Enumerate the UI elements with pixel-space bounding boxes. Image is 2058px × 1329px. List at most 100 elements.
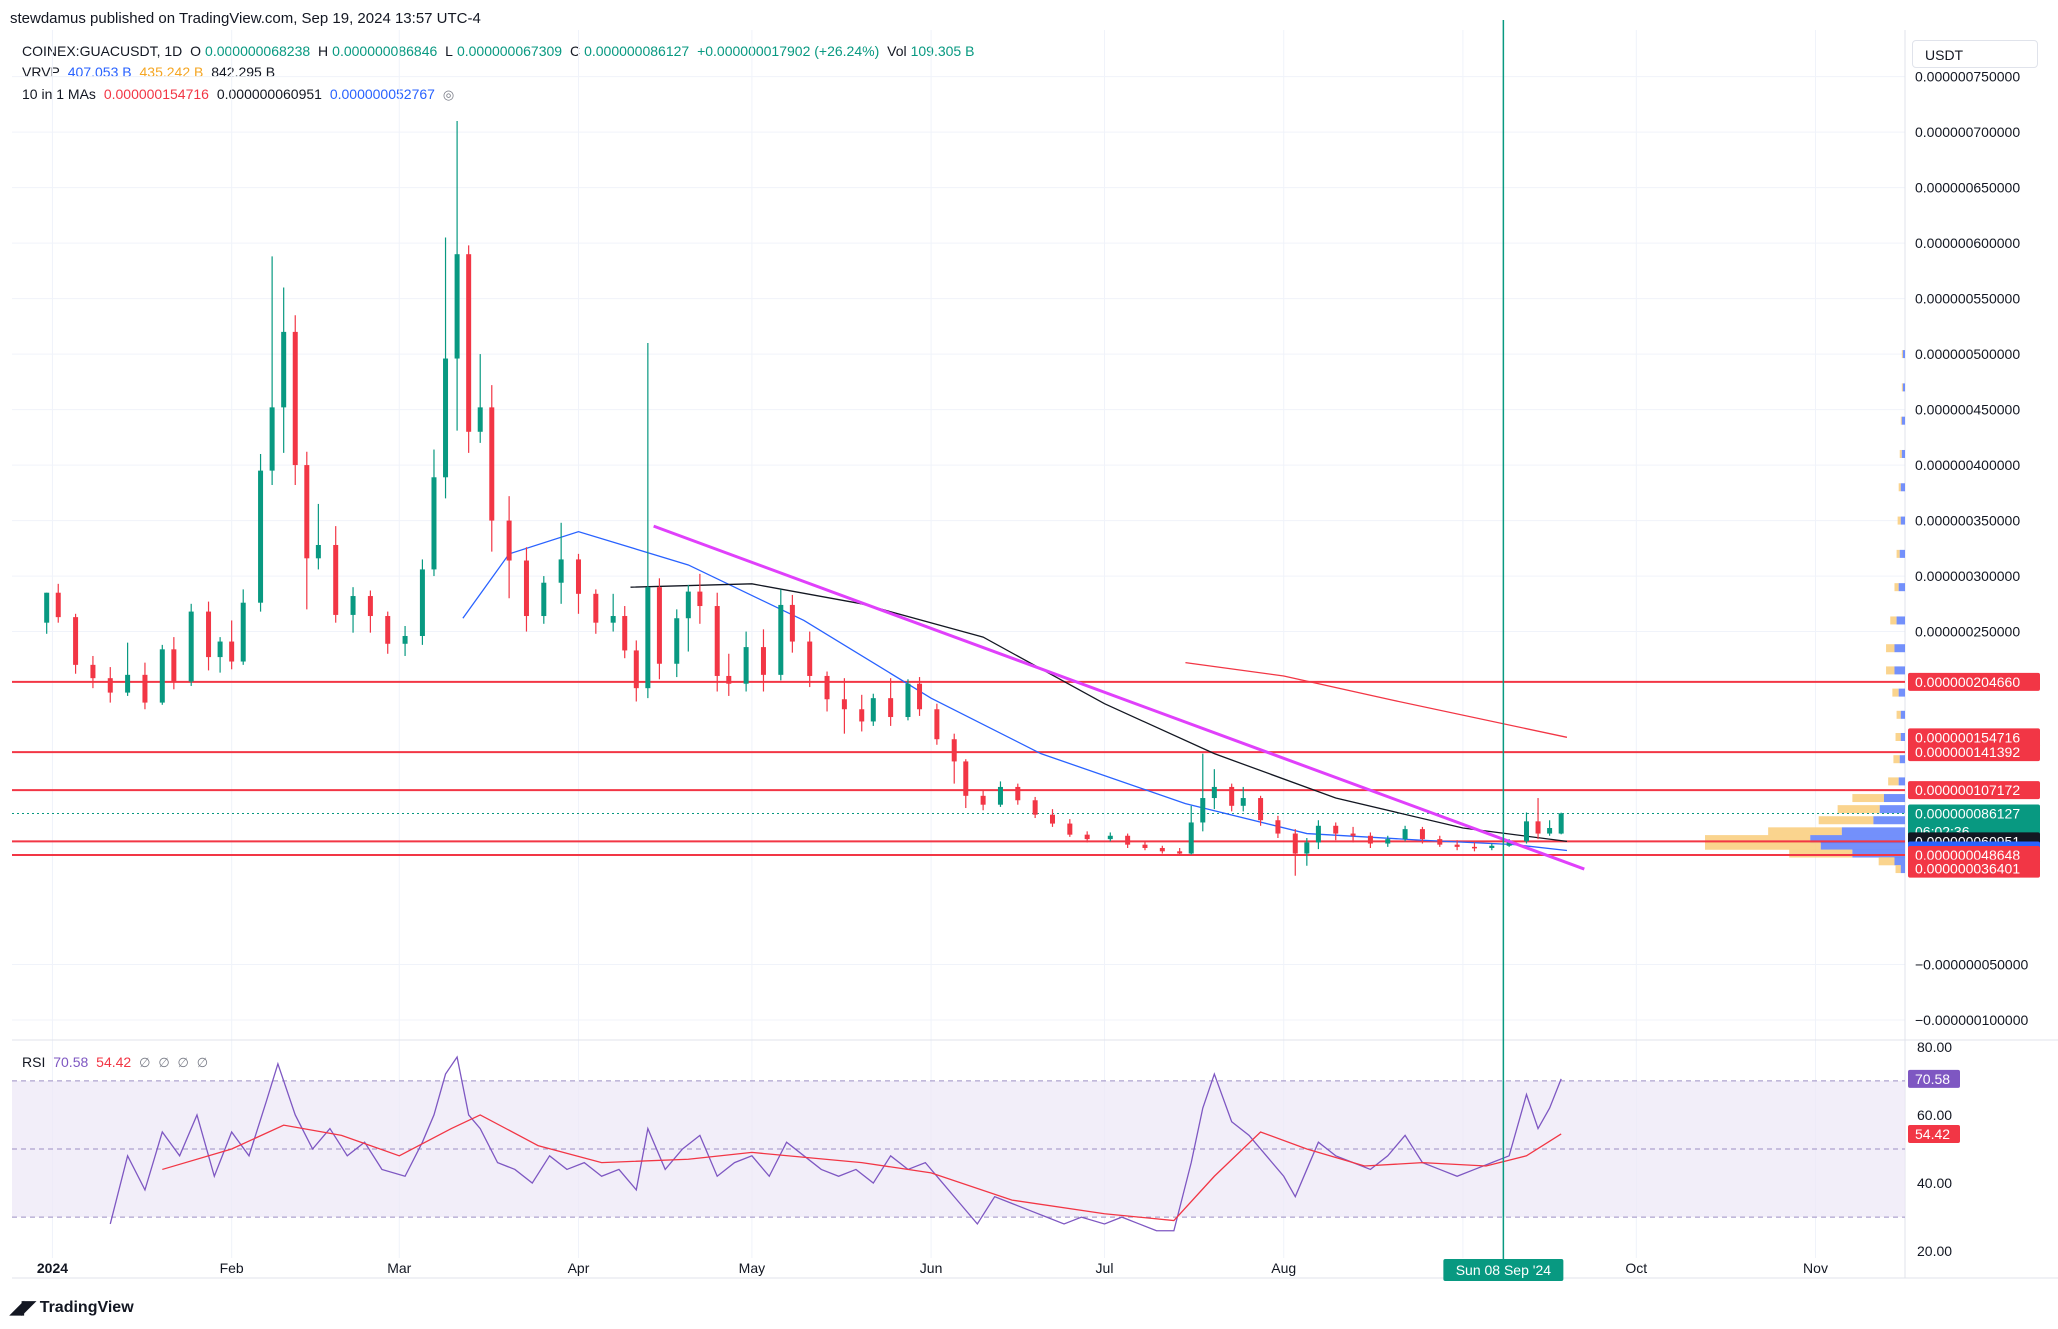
candle-body	[1535, 821, 1541, 834]
candle-body	[258, 470, 264, 603]
volume-profile-bar-down	[1789, 849, 1853, 858]
volume-profile-bar-down	[1886, 644, 1895, 653]
time-tick-label: Nov	[1803, 1260, 1828, 1276]
candle-body	[610, 616, 616, 623]
symbol-legend: COINEX:GUACUSDT, 1D O 0.000000068238 H 0.0…	[22, 43, 978, 59]
candle-body	[824, 675, 830, 700]
price-tag	[1908, 728, 2040, 747]
volume-profile-bar-down	[1888, 777, 1899, 786]
open-label: O	[190, 43, 202, 59]
candle-body	[304, 465, 310, 559]
candle-body	[1177, 851, 1183, 854]
price-tag	[1908, 743, 2040, 762]
candle-body	[367, 596, 373, 617]
volume-profile-bar-down	[1837, 805, 1880, 814]
volume-label: Vol	[887, 43, 907, 59]
volume-profile-bar-up	[1902, 383, 1905, 392]
volume-profile-bar-down	[1895, 865, 1901, 874]
candle-body	[477, 407, 483, 432]
volume-profile-bar-down	[1705, 841, 1821, 850]
candle-body	[645, 587, 651, 689]
volume-profile-bar-up	[1894, 644, 1905, 653]
vrvp-legend[interactable]: VRVP 407.053 B 435.242 B 842.295 B	[22, 64, 279, 80]
candle-body	[951, 739, 957, 762]
cursor-date-tag	[1443, 1259, 1564, 1281]
candle-body	[674, 618, 680, 664]
cursor-date-label: Sun 08 Sep '24	[1456, 1262, 1552, 1278]
candle-body	[656, 587, 662, 664]
candle-body	[934, 709, 940, 740]
candle-body	[1258, 798, 1264, 821]
price-tag-label: 0.000000141392	[1915, 744, 2020, 760]
volume-profile-bar-up	[1900, 733, 1905, 741]
price-tick-label: 0.000000300000	[1915, 568, 2020, 584]
price-tick-label: 0.000000350000	[1915, 513, 2020, 529]
candle-body	[1333, 825, 1339, 834]
candle-body	[1240, 798, 1246, 806]
close-value: 0.000000086127	[584, 43, 690, 59]
price-tag	[1908, 846, 2040, 865]
rsi-tick-label: 80.00	[1917, 1039, 1952, 1055]
time-tick-label: 2024	[37, 1260, 68, 1276]
price-tick-label: 0.000000700000	[1915, 124, 2020, 140]
price-tick-label: 0.000000750000	[1915, 69, 2020, 85]
candle-body	[778, 604, 784, 675]
candle-body	[1471, 846, 1477, 849]
currency-button[interactable]: USDT	[1912, 40, 2038, 68]
ma-value-3: 0.000000052767	[329, 86, 435, 102]
candle-body	[419, 569, 425, 636]
candle-body	[1437, 839, 1443, 845]
price-tick-label: 0.000000500000	[1915, 346, 2020, 362]
ma-legend[interactable]: 10 in 1 MAs 0.000000154716 0.00000006095…	[22, 86, 458, 103]
eye-icon[interactable]: ◎	[442, 87, 455, 102]
ma-label: 10 in 1 MAs	[22, 86, 96, 102]
price-tick-label: 0.000000550000	[1915, 291, 2020, 307]
close-label: C	[569, 43, 581, 59]
volume-profile-bar-up	[1810, 835, 1905, 844]
candle-body	[760, 647, 766, 675]
candle-body	[55, 592, 61, 618]
price-tag-label: 0.000000048648	[1915, 847, 2020, 863]
candle-body	[807, 641, 813, 676]
volume-profile-bar-down	[1896, 549, 1900, 558]
volume-profile-bar-up	[1841, 827, 1905, 836]
candle-body	[1275, 820, 1281, 834]
candle-body	[1506, 841, 1512, 846]
candle-body	[714, 606, 720, 676]
price-tick-label: −0.000000050000	[1915, 957, 2028, 973]
candle-body	[443, 358, 449, 478]
time-tick-label: Aug	[1271, 1260, 1296, 1276]
volume-profile-bar-up	[1879, 805, 1905, 814]
candle-body	[1032, 800, 1038, 815]
candle-body	[726, 675, 732, 684]
candle-body	[1419, 829, 1425, 840]
price-tag	[1908, 672, 2040, 691]
volume-profile-bar-up	[1898, 583, 1905, 592]
volume-profile-bar-down	[1901, 350, 1903, 359]
symbol-name[interactable]: COINEX:GUACUSDT, 1D	[22, 43, 183, 59]
candle-body	[1211, 786, 1217, 799]
candle-body	[506, 520, 512, 561]
rsi-legend[interactable]: RSI 70.58 54.42 ∅ ∅ ∅ ∅	[22, 1054, 212, 1071]
rsi-line	[109, 1055, 1562, 1232]
volume-profile-bar-down	[1886, 666, 1895, 675]
candle-body	[1200, 798, 1206, 823]
candle-body	[1142, 844, 1148, 848]
candle-body	[1049, 814, 1055, 824]
time-tick-label: Mar	[387, 1260, 411, 1276]
price-tag-label: 0.000000036401	[1915, 861, 2020, 877]
volume-profile-bar-up	[1883, 794, 1905, 803]
candle-body	[633, 650, 639, 689]
candle-body	[333, 544, 339, 615]
time-tick-label: Oct	[1625, 1260, 1647, 1276]
price-tag	[1908, 804, 2040, 841]
candle-body	[859, 709, 865, 722]
rsi-tick-label: 40.00	[1917, 1175, 1952, 1191]
time-tick-label: Feb	[220, 1260, 244, 1276]
trendline	[653, 524, 1585, 871]
low-label: L	[445, 43, 453, 59]
rsi-tick-label: 60.00	[1917, 1107, 1952, 1123]
ma-value-1: 0.000000154716	[103, 86, 209, 102]
volume-profile-bar-up	[1894, 857, 1905, 866]
